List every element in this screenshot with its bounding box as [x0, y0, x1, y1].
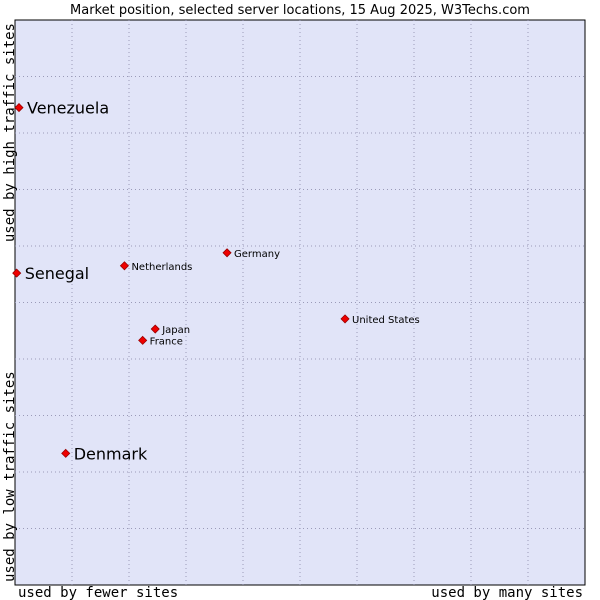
y-axis-label-bottom: used by low traffic sites [2, 371, 18, 582]
data-point-venezuela: Venezuela [14, 99, 109, 118]
point-label: Germany [234, 249, 280, 260]
data-point-united-states: United States [340, 314, 420, 326]
data-point-denmark: Denmark [61, 444, 148, 463]
point-marker [138, 335, 148, 345]
point-marker [119, 261, 130, 271]
data-point-netherlands: Netherlands [119, 261, 192, 273]
data-point-germany: Germany [222, 248, 280, 260]
point-marker [340, 314, 350, 324]
point-marker [61, 448, 71, 458]
point-label: United States [352, 315, 420, 326]
x-axis-label-left: used by fewer sites [18, 585, 178, 600]
point-label: Senegal [25, 264, 89, 283]
data-points: Venezuela Senegal Denmark Germany Netherland… [12, 99, 420, 463]
point-label: Denmark [74, 444, 148, 463]
data-point-senegal: Senegal [12, 264, 89, 283]
point-label: Japan [161, 325, 190, 336]
point-label: Netherlands [131, 262, 192, 273]
chart-title: Market position, selected server locatio… [70, 3, 530, 18]
point-marker [150, 324, 160, 334]
point-label: France [150, 336, 183, 347]
data-point-japan: Japan [150, 324, 190, 336]
grid [15, 20, 585, 585]
y-axis-label-top: used by high traffic sites [2, 23, 18, 242]
point-marker [14, 103, 24, 113]
point-marker [222, 248, 232, 258]
point-marker [12, 268, 22, 278]
point-label: Venezuela [27, 99, 109, 118]
data-point-france: France [138, 335, 183, 347]
x-axis-label-right: used by many sites [431, 585, 583, 600]
